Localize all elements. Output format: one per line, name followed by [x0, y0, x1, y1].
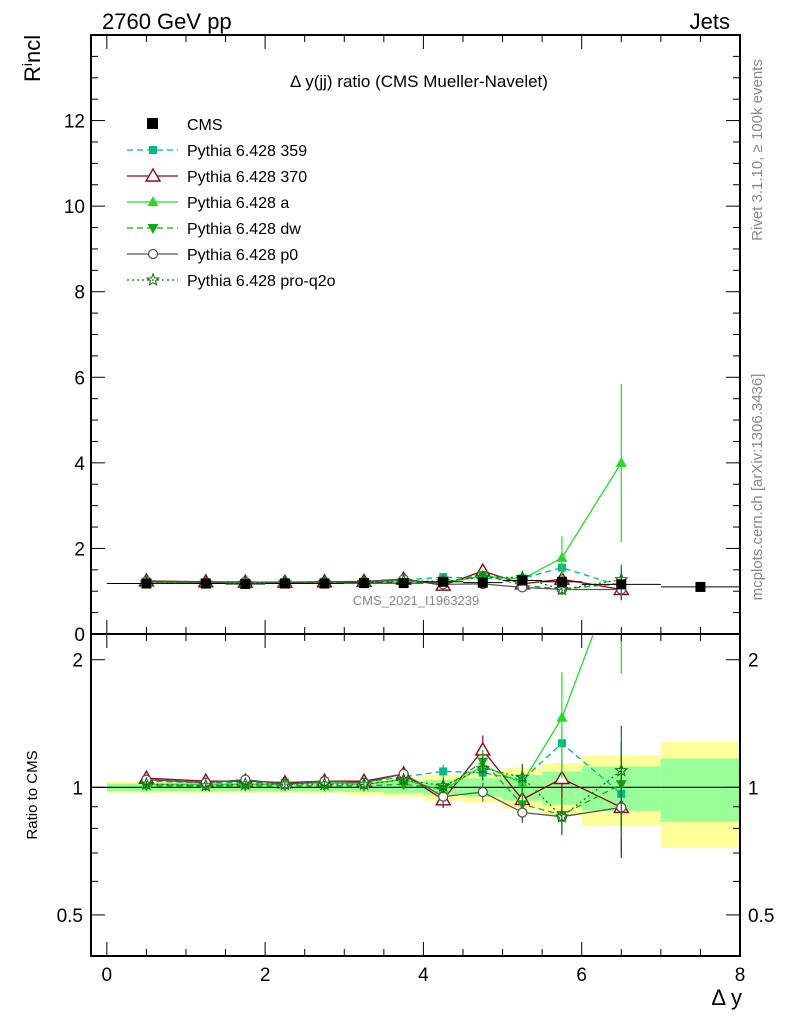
- legend-label-cms: CMS: [187, 117, 223, 134]
- y-tick-label-main: 0: [74, 625, 85, 646]
- cms-data-point: [359, 578, 370, 589]
- legend-marker-pythia-6-428-pro-q2o: [145, 272, 161, 287]
- main-panel-series: [106, 383, 740, 601]
- ratio-line-pythia-6-428-a: [146, 634, 595, 792]
- ratio-point-pythia-6-428-p0: [517, 807, 528, 818]
- legend-marker-pythia-6-428-370: [144, 167, 162, 182]
- y-tick-label-ratio-right: 2: [748, 651, 759, 672]
- legend-marker-cms: [147, 118, 158, 129]
- cms-data-point: [695, 581, 706, 592]
- cms-data-point: [517, 575, 528, 586]
- y-axis-label-superscript: i: [19, 63, 35, 66]
- ratio-panel-frame: [90, 633, 741, 957]
- x-tick-label: 2: [260, 965, 271, 986]
- header-left: 2760 GeV pp: [102, 9, 232, 34]
- data-point-pythia-6-428-a: [615, 456, 627, 467]
- y-tick-label-main: 10: [64, 197, 85, 218]
- ratio-point-pythia-6-428-pro-q2o: [139, 776, 154, 791]
- y-tick-label-main: 4: [74, 454, 85, 475]
- cms-data-point: [240, 578, 251, 589]
- mcplots-label: mcplots.cern.ch [arXiv:1306.3436]: [749, 374, 766, 601]
- legend-label-pythia-6-428-359: Pythia 6.428 359: [187, 143, 307, 160]
- ratio-point-pythia-6-428-pro-q2o: [515, 769, 530, 784]
- y-tick-label-ratio: 1: [72, 778, 83, 799]
- cms-data-point: [398, 578, 409, 589]
- series-line-pythia-6-428-dw: [146, 574, 622, 590]
- cms-data-point: [556, 576, 567, 587]
- x-tick-label: 0: [102, 965, 113, 986]
- ratio-point-pythia-6-428-pro-q2o: [436, 778, 451, 792]
- ratio-point-pythia-6-428-pro-q2o: [356, 776, 372, 791]
- ratio-point-pythia-6-428-pro-q2o: [277, 776, 293, 791]
- ratio-line-pythia-6-428-370: [146, 748, 622, 808]
- legend-marker-pythia-6-428-p0: [147, 248, 159, 260]
- legend-label-pythia-6-428-370: Pythia 6.428 370: [187, 169, 307, 186]
- y-tick-label-ratio-right: 1: [748, 778, 759, 799]
- legend: CMS Pythia 6.428 359 Pythia 6.428 370 Pythi…: [127, 117, 336, 290]
- x-tick-label: 8: [735, 965, 746, 986]
- legend-label-pythia-6-428-p0: Pythia 6.428 p0: [187, 247, 298, 264]
- ratio-point-pythia-6-428-pro-q2o: [396, 772, 411, 786]
- data-point-pythia-6-428-a: [556, 551, 568, 562]
- data-point-pythia-6-428-pro-q2o: [554, 581, 570, 596]
- ratio-point-pythia-6-428-pro-q2o: [198, 778, 213, 792]
- y-tick-label-main: 6: [74, 368, 85, 389]
- analysis-watermark: CMS_2021_I1963239: [353, 593, 480, 608]
- series-line-pythia-6-428-a: [146, 462, 622, 584]
- legend-label-pythia-6-428-a: Pythia 6.428 a: [187, 195, 289, 212]
- ratio-point-pythia-6-428-a: [556, 711, 568, 722]
- cms-data-point: [200, 578, 211, 589]
- legend-marker-pythia-6-428-359: [149, 146, 157, 154]
- ratio-point-pythia-6-428-pro-q2o: [317, 776, 332, 791]
- y-tick-label-main: 8: [74, 283, 85, 304]
- legend-marker-pythia-6-428-dw: [147, 224, 159, 234]
- y-axis-label-ratio: Ratio to CMS: [24, 750, 41, 839]
- y-tick-label-ratio-right: 0.5: [748, 906, 774, 927]
- ratio-line-pythia-6-428-dw: [146, 760, 622, 816]
- ratio-line-pythia-6-428-p0: [146, 773, 622, 818]
- ratio-panel-series: [91, 553, 740, 859]
- ratio-point-pythia-6-428-359: [439, 767, 448, 776]
- legend-label-pythia-6-428-pro-q2o: Pythia 6.428 pro-q2o: [187, 273, 336, 290]
- legend-marker-pythia-6-428-a: [147, 196, 159, 206]
- cms-data-point: [616, 579, 627, 590]
- x-axis-label: Δ y: [711, 985, 742, 1010]
- x-tick-label: 6: [576, 965, 587, 986]
- ratio-point-pythia-6-428-pro-q2o: [475, 760, 490, 775]
- ratio-point-pythia-6-428-pro-q2o: [614, 763, 629, 777]
- x-tick-label: 4: [418, 965, 429, 986]
- band-inner: [660, 758, 740, 822]
- y-tick-label-ratio: 2: [72, 651, 83, 672]
- cms-data-point: [319, 578, 330, 589]
- y-axis-label-rest: ncl: [20, 35, 45, 63]
- cms-data-point: [279, 578, 290, 589]
- series-line-pythia-6-428-p0: [146, 578, 622, 591]
- cms-data-point: [438, 576, 449, 587]
- header-right: Jets: [690, 9, 730, 34]
- y-tick-label-main: 12: [64, 112, 85, 133]
- y-axis-label-base: R: [20, 66, 45, 82]
- ratio-line-pythia-6-428-359: [146, 742, 622, 795]
- ratio-point-pythia-6-428-p0: [477, 786, 488, 798]
- ratio-point-pythia-6-428-pro-q2o: [554, 809, 570, 823]
- chart-title: Δ y(jj) ratio (CMS Mueller-Navelet): [290, 72, 548, 91]
- cms-data-point: [141, 578, 152, 589]
- y-tick-label-ratio: 0.5: [57, 906, 83, 927]
- ratio-point-pythia-6-428-pro-q2o: [238, 776, 253, 791]
- uncertainty-bands: [106, 741, 740, 848]
- y-axis-label-main: Rincl: [19, 35, 45, 82]
- y-tick-label-main: 2: [74, 539, 85, 560]
- rivet-version-label: Rivet 3.1.10, ≥ 100k events: [749, 59, 766, 241]
- ratio-line-pythia-6-428-pro-q2o: [146, 767, 622, 818]
- ratio-point-pythia-6-428-a: [616, 553, 627, 563]
- cms-data-point: [477, 577, 488, 588]
- legend-label-pythia-6-428-dw: Pythia 6.428 dw: [187, 221, 301, 238]
